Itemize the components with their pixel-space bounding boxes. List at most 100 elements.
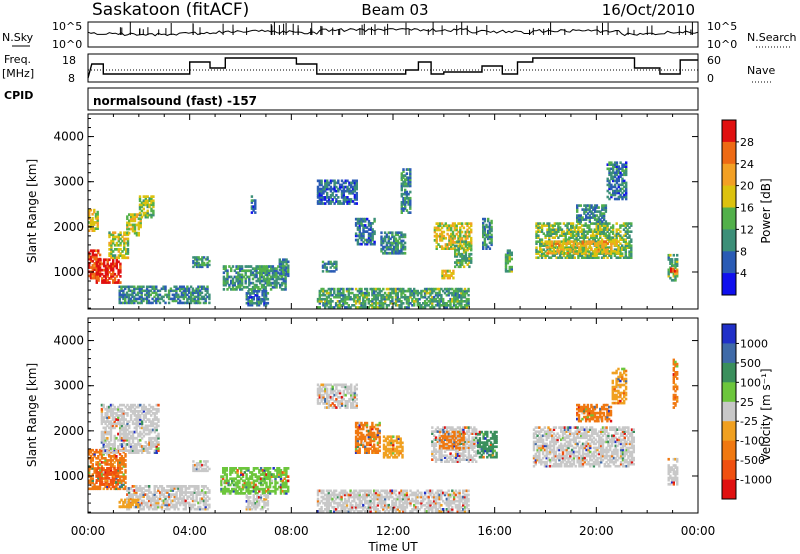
data-cell [155, 445, 158, 448]
data-cell [160, 503, 164, 507]
data-cell [558, 250, 561, 253]
data-cell [146, 503, 149, 507]
data-cell [613, 252, 617, 255]
data-cell [360, 224, 363, 227]
data-cell [108, 441, 111, 444]
data-cell [360, 287, 363, 291]
data-cell [563, 242, 566, 245]
data-cell [483, 233, 487, 237]
data-cell [115, 264, 118, 268]
data-cell [602, 204, 606, 207]
data-cell [345, 289, 349, 293]
data-cell [622, 246, 626, 249]
data-cell [562, 232, 566, 235]
data-cell [108, 258, 111, 262]
data-cell [581, 242, 584, 245]
data-cell [394, 237, 398, 241]
data-cell [459, 228, 462, 232]
data-cell [360, 302, 363, 305]
data-cell [104, 457, 107, 460]
data-cell [340, 202, 344, 205]
data-cell [122, 426, 125, 430]
data-cell [599, 236, 602, 239]
data-cell [318, 293, 321, 297]
data-cell [113, 447, 116, 450]
data-cell [580, 252, 584, 255]
data-cell [371, 232, 374, 236]
data-cell [346, 187, 349, 191]
data-cell [268, 277, 271, 281]
data-cell [180, 295, 184, 299]
data-cell [615, 171, 619, 175]
data-cell [153, 449, 157, 452]
data-cell [115, 471, 118, 474]
data-cell [626, 256, 629, 259]
data-cell [269, 283, 273, 287]
data-cell [380, 239, 383, 243]
data-cell [449, 291, 452, 295]
data-cell [171, 293, 174, 297]
data-cell [459, 244, 462, 248]
data-cell [466, 230, 469, 234]
data-cell [560, 240, 564, 243]
data-cell [459, 234, 462, 238]
data-cell [156, 295, 160, 299]
data-cell [109, 432, 113, 436]
data-cell [335, 189, 338, 193]
data-cell [139, 426, 142, 430]
data-cell [570, 236, 573, 239]
data-cell [407, 302, 410, 305]
data-cell [612, 171, 615, 175]
data-cell [139, 443, 142, 446]
data-cell [540, 238, 544, 241]
colorbar-swatch [722, 185, 736, 208]
data-cell [556, 240, 559, 243]
data-cell [109, 463, 113, 466]
data-cell [320, 191, 323, 195]
data-cell [443, 304, 447, 307]
data-cell [586, 212, 590, 215]
data-cell [140, 412, 144, 415]
data-cell [674, 266, 677, 270]
data-cell [615, 236, 618, 239]
data-cell [409, 190, 412, 194]
data-cell [612, 163, 615, 166]
data-cell [88, 208, 91, 212]
data-cell [362, 293, 365, 297]
data-cell [490, 235, 493, 239]
data-cell [483, 231, 487, 235]
data-cell [171, 289, 174, 293]
data-cell [264, 294, 268, 297]
data-cell [467, 304, 470, 307]
data-cell [111, 422, 115, 426]
data-cell [155, 412, 158, 415]
data-cell [579, 230, 582, 233]
data-cell [142, 289, 145, 293]
data-cell [326, 187, 329, 191]
data-cell [93, 483, 96, 486]
data-cell [178, 289, 182, 293]
data-cell [137, 416, 140, 419]
data-cell [485, 245, 488, 249]
data-cell [551, 228, 555, 231]
data-cell [139, 420, 142, 423]
data-cell [194, 258, 197, 261]
data-cell [264, 265, 267, 268]
data-cell [573, 238, 576, 241]
data-cell [429, 306, 432, 309]
data-cell [146, 428, 149, 432]
data-cell [197, 295, 200, 299]
data-cell [606, 183, 609, 187]
data-cell [446, 245, 449, 248]
data-cell [564, 238, 567, 241]
data-cell [608, 240, 611, 243]
data-cell [189, 507, 193, 511]
data-cell [581, 246, 584, 249]
data-cell [448, 224, 451, 228]
data-cell [506, 269, 510, 273]
data-cell [104, 266, 108, 270]
data-cell [462, 255, 466, 258]
data-cell [264, 303, 268, 307]
data-cell [195, 491, 198, 494]
data-cell [403, 251, 407, 255]
